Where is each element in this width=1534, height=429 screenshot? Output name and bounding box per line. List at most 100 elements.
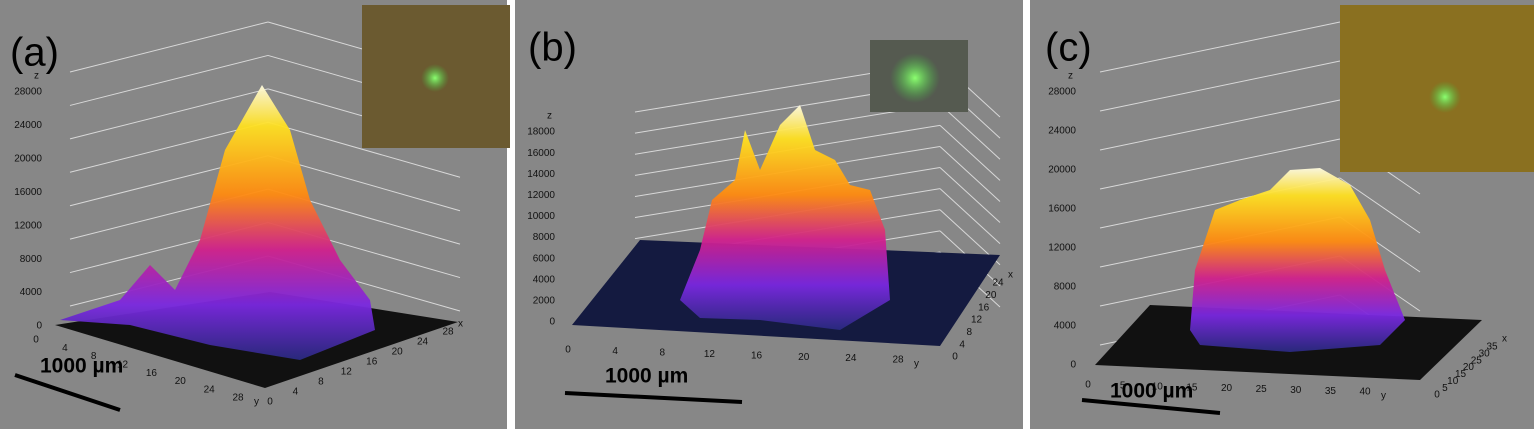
right-tick-label: 0 [1434,390,1440,401]
right-axis-label: x [458,319,463,330]
front-tick-label: 4 [62,343,68,354]
z-tick-label: 20000 [14,153,42,164]
right-axis-label: x [1502,334,1507,345]
right-tick-label: 0 [267,397,273,408]
front-tick-label: 8 [660,347,666,358]
z-axis-label: z [547,111,552,122]
grid-line [69,54,269,106]
grid-line [267,155,461,212]
grid-line [939,124,1001,181]
right-tick-label: 24 [992,278,1004,289]
z-tick-label: 8000 [20,254,43,265]
z-tick-label: 10000 [527,211,555,222]
z-tick-label: 4000 [20,287,43,298]
scale-label: 1000 µm [605,365,688,388]
front-tick-label: 4 [612,346,618,357]
right-tick-label: 8 [318,377,324,388]
z-tick-label: 2000 [533,296,556,307]
right-tick-label: 20 [1463,362,1475,373]
z-tick-label: 8000 [533,232,556,243]
front-tick-label: 20 [175,376,187,387]
front-tick-label: 0 [33,335,39,346]
front-tick-label: 12 [117,359,129,370]
grid-line [69,88,269,140]
right-tick-label: 8 [967,327,973,338]
z-tick-label: 24000 [1048,126,1076,137]
front-tick-label: 16 [146,368,158,379]
front-tick-label: 0 [1085,380,1091,391]
right-tick-label: 35 [1486,342,1498,353]
z-tick-label: 16000 [1048,204,1076,215]
grid-line [267,121,461,178]
right-tick-label: 5 [1442,383,1448,394]
right-axis-label: x [1008,270,1013,281]
front-axis-label: y [254,397,259,408]
front-tick-label: 20 [1221,383,1233,394]
z-tick-label: 24000 [14,120,42,131]
grid-line [939,167,1001,223]
right-tick-label: 28 [442,327,454,338]
surface [1190,168,1405,352]
front-tick-label: 0 [565,345,571,356]
front-tick-label: 25 [1256,384,1268,395]
scale-bar [564,391,743,404]
right-tick-label: 20 [392,347,404,358]
front-tick-label: 35 [1325,386,1337,397]
z-tick-label: 12000 [14,220,42,231]
front-tick-label: 24 [204,384,216,395]
z-tick-label: 12000 [1048,243,1076,254]
z-tick-label: 0 [36,321,42,332]
right-tick-label: 12 [341,367,353,378]
panel-label: (a) [10,31,59,75]
front-tick-label: 30 [1290,385,1302,396]
inset-spot [421,64,449,92]
right-tick-label: 4 [959,339,965,350]
z-tick-label: 6000 [533,253,556,264]
surface [60,85,375,360]
grid-line [939,103,1001,160]
right-tick-label: 15 [1455,369,1467,380]
front-axis-label: y [1381,391,1386,402]
grid-line [1099,99,1341,151]
z-tick-label: 28000 [14,87,42,98]
scale-label: 1000 µm [1110,380,1193,403]
front-tick-label: 28 [892,355,904,366]
scale-label: 1000 µm [40,355,123,378]
z-tick-label: 14000 [527,169,555,180]
front-axis-label: y [914,359,919,370]
grid-line [69,21,269,73]
front-tick-label: 28 [232,393,244,404]
z-tick-label: 0 [549,317,555,328]
right-tick-label: 0 [952,352,958,363]
scale-bar [1081,398,1221,415]
z-tick-label: 20000 [1048,165,1076,176]
z-tick-label: 8000 [1054,282,1077,293]
front-tick-label: 20 [798,352,810,363]
z-tick-label: 18000 [527,127,555,138]
grid-line [939,146,1001,202]
z-axis-label: z [1068,71,1073,82]
right-tick-label: 16 [978,302,990,313]
right-tick-label: 10 [1447,376,1459,387]
z-tick-label: 16000 [14,187,42,198]
right-tick-label: 12 [971,315,983,326]
z-tick-label: 16000 [527,148,555,159]
z-tick-label: 4000 [1054,321,1077,332]
front-tick-label: 24 [845,353,857,364]
panel-label: (b) [528,26,577,70]
grid-line [1099,138,1341,190]
grid-line [939,188,1001,245]
front-tick-label: 5 [1120,381,1126,392]
right-tick-label: 25 [1471,355,1483,366]
grid-line [69,121,269,173]
panel-label: (c) [1045,26,1092,70]
front-tick-label: 10 [1152,381,1164,392]
right-tick-label: 20 [985,290,997,301]
grid-line [1339,177,1421,234]
grid-line [1099,21,1341,73]
right-tick-label: 4 [293,387,299,398]
z-axis-label: z [34,71,39,82]
inset-spot [890,53,940,103]
front-tick-label: 16 [751,350,763,361]
